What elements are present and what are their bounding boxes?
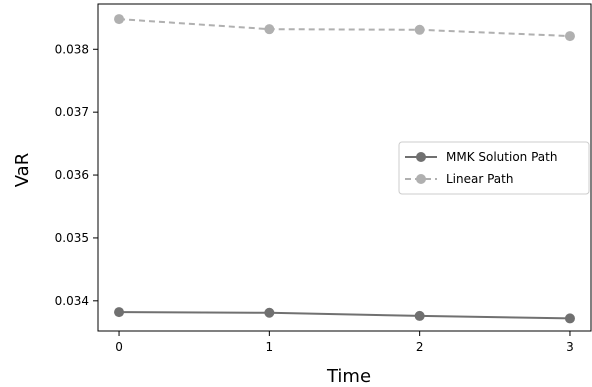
legend-label-linear: Linear Path [446,172,513,186]
data-point-0-3 [564,313,575,324]
legend-marker-mmk [416,152,426,162]
data-point-1-3 [564,31,575,42]
series [114,14,575,324]
x-tick-label: 0 [115,340,123,354]
y-tick-label: 0.038 [55,42,89,56]
x-axis-label: Time [326,366,371,387]
legend-label-mmk: MMK Solution Path [446,150,557,164]
data-point-0-2 [414,310,425,321]
y-tick-label: 0.034 [55,294,89,308]
y-tick-label: 0.036 [55,168,89,182]
data-point-1-2 [414,24,425,35]
y-axis-label: VaR [12,153,33,187]
plot-area [97,3,592,332]
ticks: 0 1 2 3 0.034 0.035 0.036 0.037 0.038 [55,42,574,354]
y-tick-label: 0.037 [55,105,89,119]
axes [97,3,592,332]
x-tick-label: 2 [416,340,424,354]
data-point-1-1 [264,24,275,35]
x-tick-label: 3 [566,340,574,354]
series-line-0 [119,311,570,320]
legend-marker-linear [416,174,426,184]
x-tick-label: 1 [266,340,274,354]
y-tick-label: 0.035 [55,231,89,245]
data-point-0-0 [114,307,125,318]
legend: MMK Solution Path Linear Path [398,141,590,195]
legend-frame [398,141,590,195]
series-line-1 [118,18,570,38]
data-point-0-1 [264,307,275,318]
data-point-1-0 [114,14,125,25]
